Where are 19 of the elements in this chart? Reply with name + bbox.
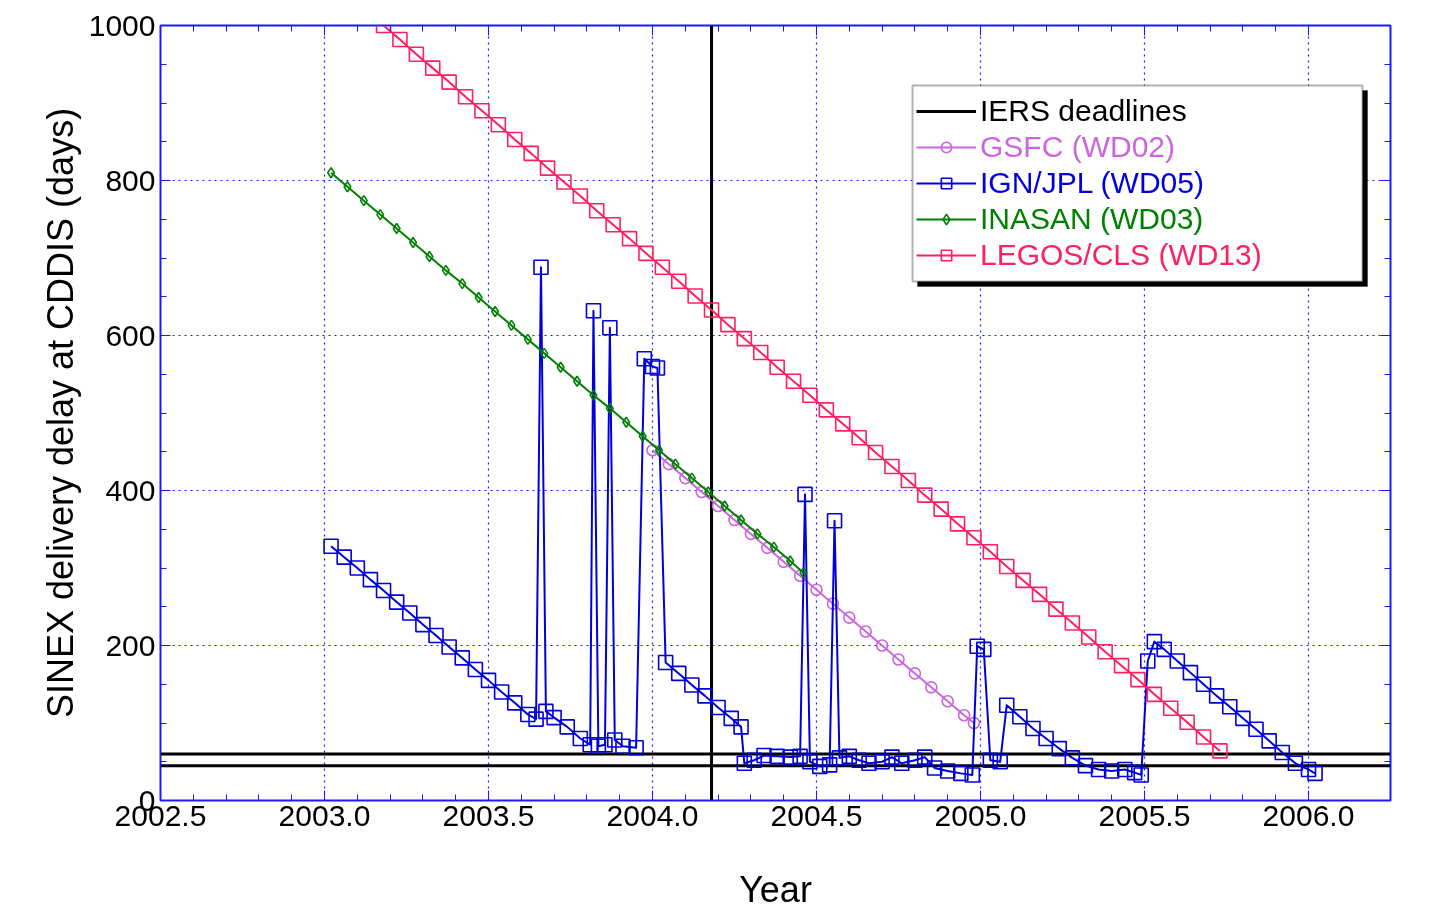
- x-tick-label: 2005.0: [934, 798, 1027, 832]
- x-tick-label: 2004.5: [770, 798, 863, 832]
- x-tick-label: 2004.0: [606, 798, 699, 832]
- y-tick-label: 400: [105, 473, 156, 507]
- legend-label: IERS deadlines: [980, 93, 1187, 129]
- legend-label: IGN/JPL (WD05): [980, 165, 1204, 201]
- y-tick-label: 800: [105, 163, 156, 197]
- x-tick-label: 2005.5: [1098, 798, 1191, 832]
- x-tick-label: 2003.0: [278, 798, 371, 832]
- y-tick-label: 200: [105, 628, 156, 662]
- legend-label: GSFC (WD02): [980, 129, 1175, 165]
- y-tick-label: 600: [105, 318, 156, 352]
- y-axis-title: SINEX delivery delay at CDDIS (days): [39, 107, 81, 719]
- x-tick-label: 2006.0: [1262, 798, 1355, 832]
- x-tick-label: 2003.5: [442, 798, 535, 832]
- legend-label: LEGOS/CLS (WD13): [980, 237, 1262, 273]
- legend-label: INASAN (WD03): [980, 201, 1204, 237]
- y-tick-label: 1000: [88, 8, 156, 42]
- x-axis-title: Year: [739, 868, 812, 910]
